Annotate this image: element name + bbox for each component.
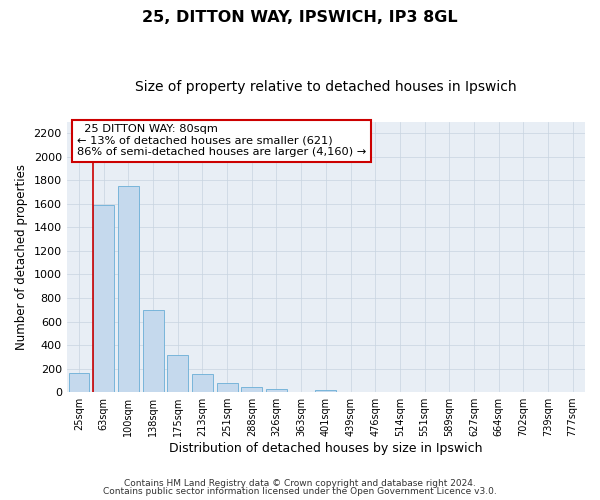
- Bar: [266, 388, 287, 392]
- Title: Size of property relative to detached houses in Ipswich: Size of property relative to detached ho…: [135, 80, 517, 94]
- Bar: [217, 382, 238, 392]
- Y-axis label: Number of detached properties: Number of detached properties: [15, 164, 28, 350]
- Text: Contains public sector information licensed under the Open Government Licence v3: Contains public sector information licen…: [103, 487, 497, 496]
- Text: 25 DITTON WAY: 80sqm
← 13% of detached houses are smaller (621)
86% of semi-deta: 25 DITTON WAY: 80sqm ← 13% of detached h…: [77, 124, 366, 158]
- Bar: [241, 387, 262, 392]
- Text: Contains HM Land Registry data © Crown copyright and database right 2024.: Contains HM Land Registry data © Crown c…: [124, 478, 476, 488]
- Bar: [93, 205, 114, 392]
- Bar: [143, 310, 164, 392]
- Text: 25, DITTON WAY, IPSWICH, IP3 8GL: 25, DITTON WAY, IPSWICH, IP3 8GL: [142, 10, 458, 25]
- Bar: [316, 390, 337, 392]
- Bar: [167, 355, 188, 392]
- Bar: [118, 186, 139, 392]
- Bar: [192, 374, 213, 392]
- Bar: [68, 374, 89, 392]
- X-axis label: Distribution of detached houses by size in Ipswich: Distribution of detached houses by size …: [169, 442, 482, 455]
